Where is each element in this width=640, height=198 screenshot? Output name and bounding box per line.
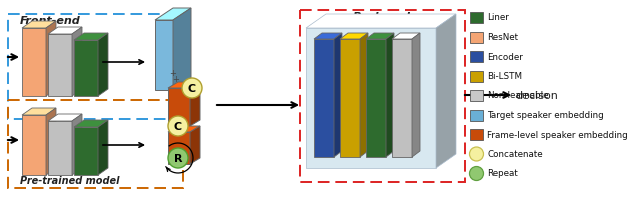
Text: Concatenate: Concatenate: [487, 150, 543, 159]
Polygon shape: [306, 14, 456, 28]
Polygon shape: [22, 115, 46, 175]
Polygon shape: [168, 126, 200, 132]
Polygon shape: [360, 33, 368, 157]
Text: decison: decison: [515, 91, 558, 101]
Polygon shape: [190, 82, 200, 126]
Bar: [470, 51, 483, 62]
Polygon shape: [48, 121, 72, 175]
Text: Repeat: Repeat: [487, 169, 518, 179]
Polygon shape: [46, 21, 56, 96]
Text: Back-end: Back-end: [353, 12, 411, 22]
Bar: [470, 31, 483, 43]
Text: Front-end: Front-end: [20, 16, 81, 26]
Polygon shape: [306, 28, 436, 168]
Text: +: +: [173, 75, 179, 85]
Polygon shape: [74, 40, 98, 96]
Text: R: R: [173, 153, 182, 164]
Circle shape: [168, 148, 188, 168]
Polygon shape: [436, 14, 456, 168]
Polygon shape: [74, 127, 98, 175]
Text: Non-learnable: Non-learnable: [487, 91, 548, 101]
Polygon shape: [74, 33, 108, 40]
Circle shape: [182, 78, 202, 98]
Circle shape: [168, 116, 188, 136]
Bar: [470, 129, 483, 140]
Bar: [470, 12, 483, 23]
Polygon shape: [173, 8, 191, 90]
Polygon shape: [190, 126, 200, 164]
Polygon shape: [168, 82, 200, 88]
Bar: [300, 10, 465, 182]
Polygon shape: [72, 27, 82, 96]
Circle shape: [470, 167, 483, 181]
Polygon shape: [48, 34, 72, 96]
Bar: [470, 70, 483, 82]
Polygon shape: [46, 108, 56, 175]
Text: C: C: [174, 122, 182, 131]
Polygon shape: [366, 39, 386, 157]
Circle shape: [470, 147, 483, 161]
Bar: [470, 90, 483, 101]
Polygon shape: [386, 33, 394, 157]
Polygon shape: [392, 39, 412, 157]
Polygon shape: [74, 120, 108, 127]
Polygon shape: [168, 132, 190, 164]
Text: ResNet: ResNet: [487, 33, 518, 42]
Text: Frame-level speaker embedding: Frame-level speaker embedding: [487, 130, 628, 140]
Polygon shape: [314, 39, 334, 157]
Bar: [470, 109, 483, 121]
Polygon shape: [314, 33, 342, 39]
Polygon shape: [72, 114, 82, 175]
Polygon shape: [334, 33, 342, 157]
Polygon shape: [340, 33, 368, 39]
Polygon shape: [366, 33, 394, 39]
Polygon shape: [392, 33, 420, 39]
Polygon shape: [48, 27, 82, 34]
Polygon shape: [22, 28, 46, 96]
Text: Encoder: Encoder: [487, 52, 523, 62]
Polygon shape: [98, 33, 108, 96]
Polygon shape: [22, 21, 56, 28]
Polygon shape: [155, 20, 173, 90]
Text: Bi-LSTM: Bi-LSTM: [487, 72, 522, 81]
Polygon shape: [22, 108, 56, 115]
Polygon shape: [412, 33, 420, 157]
Text: +: +: [170, 69, 177, 77]
Text: Liner: Liner: [487, 13, 509, 23]
Polygon shape: [48, 114, 82, 121]
Text: Target speaker embedding: Target speaker embedding: [487, 111, 604, 120]
Polygon shape: [155, 8, 191, 20]
Polygon shape: [340, 39, 360, 157]
Text: C: C: [188, 84, 196, 93]
Bar: [8, 100, 183, 188]
Polygon shape: [168, 88, 190, 126]
Bar: [8, 14, 183, 119]
Text: Pre-trained model: Pre-trained model: [20, 176, 120, 186]
Polygon shape: [98, 120, 108, 175]
